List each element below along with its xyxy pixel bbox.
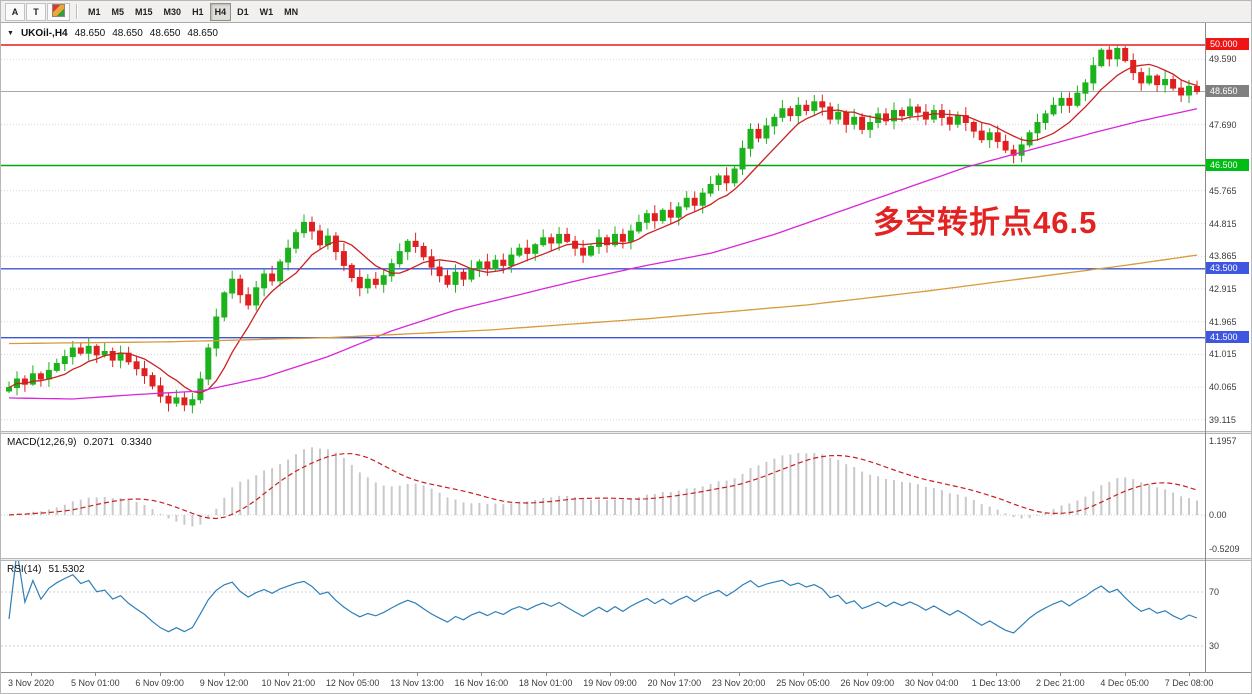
timeframe-button-d1[interactable]: D1 bbox=[232, 3, 254, 21]
timeframe-button-m30[interactable]: M30 bbox=[159, 3, 187, 21]
macd-name: MACD(12,26,9) bbox=[7, 437, 77, 448]
rsi-indicator-label: RSI(14) 51.5302 bbox=[7, 564, 85, 575]
annotation-text[interactable]: 多空转折点46.5 bbox=[873, 205, 1098, 240]
rsi-pane[interactable] bbox=[1, 561, 1252, 672]
timeframe-button-w1[interactable]: W1 bbox=[255, 3, 279, 21]
timeframe-button-m15[interactable]: M15 bbox=[130, 3, 158, 21]
crayons-icon bbox=[52, 4, 65, 17]
price-axis-separator bbox=[1205, 23, 1206, 672]
macd-canvas[interactable] bbox=[1, 434, 1252, 558]
chart-ohlc-header: ▼ UKOil-,H4 48.650 48.650 48.650 48.650 bbox=[7, 28, 218, 39]
time-axis[interactable] bbox=[1, 672, 1251, 693]
close-value: 48.650 bbox=[187, 28, 218, 39]
timeframe-button-mn[interactable]: MN bbox=[279, 3, 303, 21]
toolbar: A T M1 M5 M15 M30 H1 H4 D1 W1 MN bbox=[1, 1, 1251, 23]
macd-indicator-label: MACD(12,26,9) 0.2071 0.3340 bbox=[7, 437, 152, 448]
rsi-value: 51.5302 bbox=[48, 564, 85, 575]
timeframe-button-m1[interactable]: M1 bbox=[83, 3, 106, 21]
arrow-tool-button[interactable]: A bbox=[5, 2, 25, 21]
text-tool-button[interactable]: T bbox=[26, 2, 46, 21]
pane-splitter[interactable] bbox=[1, 558, 1251, 561]
macd-signal-value: 0.3340 bbox=[121, 437, 152, 448]
pane-splitter[interactable] bbox=[1, 431, 1251, 434]
low-value: 48.650 bbox=[149, 28, 181, 39]
timeframe-button-m5[interactable]: M5 bbox=[107, 3, 130, 21]
timeframe-button-h1[interactable]: H1 bbox=[187, 3, 209, 21]
high-value: 48.650 bbox=[112, 28, 143, 39]
toolbar-separator bbox=[76, 4, 77, 19]
symbol-timeframe-label: UKOil-,H4 bbox=[20, 28, 68, 39]
macd-main-value: 0.2071 bbox=[83, 437, 115, 448]
main-chart-pane[interactable] bbox=[1, 23, 1252, 431]
time-axis-border bbox=[1, 672, 1251, 673]
symbol-dropdown-icon[interactable]: ▼ bbox=[7, 30, 14, 37]
rsi-name: RSI(14) bbox=[7, 564, 42, 575]
macd-pane[interactable] bbox=[1, 434, 1252, 558]
main-chart-canvas[interactable] bbox=[1, 23, 1252, 431]
crayons-tool-button[interactable] bbox=[47, 2, 70, 21]
timeframe-button-h4[interactable]: H4 bbox=[209, 2, 232, 21]
rsi-canvas[interactable] bbox=[1, 561, 1252, 672]
price-axis[interactable] bbox=[1206, 23, 1251, 672]
open-value: 48.650 bbox=[74, 28, 106, 39]
